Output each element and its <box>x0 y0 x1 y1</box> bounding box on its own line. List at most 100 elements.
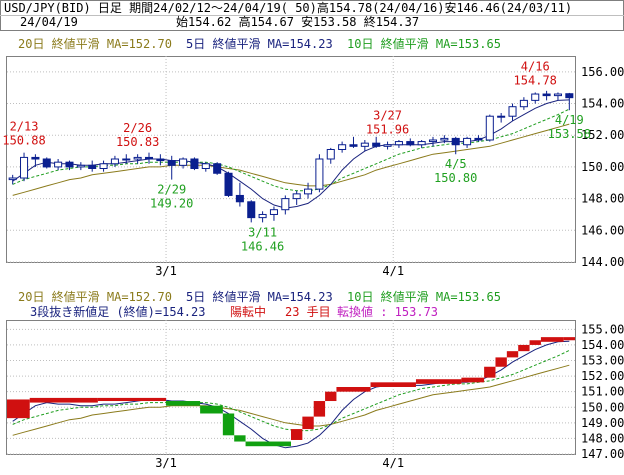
candle-up <box>269 209 278 215</box>
candle-up <box>485 115 494 141</box>
candle-up <box>8 177 17 181</box>
lower-y-tick-label: 154.00 <box>581 338 624 352</box>
new-price-brick-up <box>97 397 167 402</box>
candle-up <box>338 144 347 150</box>
candle-up <box>304 188 313 195</box>
candle-down <box>451 137 460 146</box>
lower-y-tick-label: 153.00 <box>581 354 624 368</box>
annotation-value: 153.58 <box>548 127 591 141</box>
candle-down <box>167 160 176 166</box>
candle-down <box>406 141 415 146</box>
new-price-brick-up <box>518 344 530 352</box>
candle-up <box>315 158 324 190</box>
candle-down <box>65 161 74 168</box>
candle-up <box>531 93 540 101</box>
candle-down <box>349 144 358 147</box>
upper-y-tick-label: 150.00 <box>581 160 624 174</box>
lower-y-tick-label: 155.00 <box>581 322 624 336</box>
legend-ma20: 20日 終値平滑 MA=152.70 <box>18 37 172 51</box>
candle-down <box>156 158 165 162</box>
new-price-brick-down <box>245 441 291 447</box>
upper-y-tick-label: 156.00 <box>581 65 624 79</box>
candle-up <box>497 115 506 118</box>
lower-y-tick-label: 148.00 <box>581 431 624 445</box>
annotation-date: 2/13 <box>10 120 39 134</box>
candle-down <box>565 93 574 99</box>
upper-y-tick-label: 148.00 <box>581 192 624 206</box>
lower-ma20-line <box>12 364 570 436</box>
candle-up <box>99 163 108 170</box>
candle-up <box>258 213 267 219</box>
lower-y-tick-label: 149.00 <box>581 416 624 430</box>
candle-up <box>394 141 403 146</box>
new-price-brick-up <box>325 391 337 402</box>
upper-y-tick-label: 144.00 <box>581 255 624 269</box>
candle-down <box>372 142 381 147</box>
candle-up <box>110 158 119 165</box>
candle-up <box>54 161 63 168</box>
new-price-brick-down <box>200 405 223 414</box>
upper-y-tick-label: 146.00 <box>581 223 624 237</box>
candle-up <box>281 198 290 211</box>
trend-status: 陽転中 <box>230 305 267 319</box>
annotation-date: 3/11 <box>248 225 277 239</box>
candle-up <box>133 156 142 160</box>
new-price-brick-up <box>540 337 564 342</box>
candle-down <box>31 156 40 160</box>
candle-down <box>247 201 256 219</box>
reversal-value: 転換値 : 153.73 <box>337 305 439 319</box>
annotation-date: 3/27 <box>373 109 402 123</box>
lower-y-tick-label: 147.00 <box>581 447 624 461</box>
step-count: 23 手目 <box>285 305 331 319</box>
legend-ma10: 10日 終値平滑 MA=153.65 <box>347 37 501 51</box>
candle-down <box>190 158 199 170</box>
new-price-brick-up <box>313 401 326 417</box>
header-date: 24/04/19 <box>20 15 78 29</box>
new-price-brick-up <box>484 366 496 378</box>
annotation-value: 150.88 <box>2 134 45 148</box>
annotation-value: 150.83 <box>116 135 159 149</box>
new-price-brick-up <box>563 337 575 341</box>
annotation-date: 4/16 <box>521 59 550 73</box>
annotation-value: 146.46 <box>241 239 284 253</box>
new-price-brick-down <box>234 435 246 442</box>
candle-down <box>42 158 51 168</box>
annotation-value: 151.96 <box>366 123 409 137</box>
candle-up <box>440 137 449 141</box>
upper-ma20-line <box>12 123 570 196</box>
annotation-date: 2/29 <box>157 183 186 197</box>
candle-up <box>179 158 188 166</box>
new-price-brick-up <box>506 351 519 358</box>
candle-up <box>428 139 438 143</box>
new-price-brick-down <box>222 413 235 436</box>
upper-x-tick-label: 4/1 <box>382 264 404 278</box>
candle-down <box>235 194 244 203</box>
upper-y-tick-label: 152.00 <box>581 128 624 142</box>
candle-down <box>213 163 222 174</box>
candle-up <box>519 99 528 108</box>
candle-up <box>360 142 369 147</box>
new-price-brick-up <box>370 382 416 387</box>
candle-up <box>122 158 131 161</box>
header-title: USD/JPY(BID) 日足 期間24/02/12～24/04/19( 50)… <box>4 1 573 15</box>
new-price-brick-up <box>29 397 98 403</box>
candle-up <box>201 163 210 170</box>
new-price-brick-up <box>302 416 314 430</box>
candle-up <box>292 193 301 200</box>
new-price-brick-up <box>415 379 462 384</box>
candle-up <box>76 164 85 168</box>
legend-ma5: 5日 終値平滑 MA=154.23 <box>186 37 333 51</box>
candle-down <box>144 156 154 160</box>
lower-y-tick-label: 150.00 <box>581 400 624 414</box>
new-price-brick-up <box>336 387 371 392</box>
candle-down <box>474 137 483 141</box>
candle-down <box>88 164 97 170</box>
lower-y-tick-label: 152.00 <box>581 369 624 383</box>
header-ohlc: 始154.62 高154.67 安153.58 終154.37 <box>176 15 420 29</box>
upper-plot-frame <box>6 56 576 263</box>
new-price-brick-up <box>495 357 507 367</box>
annotation-value: 149.20 <box>150 197 193 211</box>
lower-legend-ma20: 20日 終値平滑 MA=152.70 <box>18 290 172 304</box>
new-price-value: 3段抜き新値足 (終値)=154.23 <box>30 305 206 319</box>
